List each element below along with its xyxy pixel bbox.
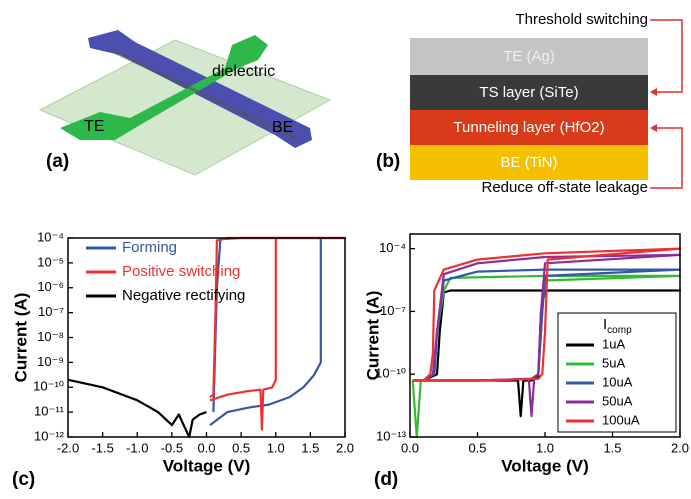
x-tick-label: -1.5 <box>91 440 113 455</box>
dielectric-label: dielectric <box>212 63 275 80</box>
data-line <box>68 380 207 437</box>
x-tick-label: -0.5 <box>161 440 183 455</box>
layer-label: Tunneling layer (HfO2) <box>453 119 604 136</box>
y-axis-title: Current (A) <box>363 291 382 381</box>
x-tick-label: 0.0 <box>197 440 215 455</box>
y-tick-label: 10⁻¹² <box>34 428 65 443</box>
y-tick-label: 10⁻⁵ <box>37 254 64 269</box>
panel-label: (a) <box>46 151 69 172</box>
y-tick-label: 10⁻⁴ <box>37 229 64 244</box>
x-axis-title: Voltage (V) <box>163 456 251 475</box>
y-tick-label: 10⁻⁸ <box>37 329 64 344</box>
y-tick-label: 10⁻¹³ <box>376 428 407 443</box>
x-tick-label: 1.5 <box>301 440 319 455</box>
y-tick-label: 10⁻⁷ <box>38 304 64 319</box>
layer-label: BE (TiN) <box>501 154 558 171</box>
y-axis-title: Current (A) <box>11 293 30 383</box>
x-tick-label: 1.5 <box>603 440 621 455</box>
layer-label: TE (Ag) <box>503 48 555 65</box>
x-tick-label: 0.5 <box>468 440 486 455</box>
x-tick-label: 0.5 <box>232 440 250 455</box>
bracket <box>650 20 682 92</box>
layer-stack: TE (Ag) TS layer (SiTe) Tunneling layer … <box>376 11 682 196</box>
legend-label: Negative rectifying <box>122 287 245 304</box>
note: Reduce off-state leakage <box>481 179 648 196</box>
x-tick-label: 2.0 <box>336 440 354 455</box>
legend-title-sub: comp <box>607 325 632 336</box>
x-tick-label: 1.0 <box>267 440 285 455</box>
y-tick-label: 10⁻⁷ <box>380 303 406 318</box>
legend-label: Positive switching <box>122 263 240 280</box>
arrow <box>650 88 657 96</box>
x-tick-label: 2.0 <box>671 440 689 455</box>
figure: dielectric TE BE (a) TE (Ag) TS layer (S… <box>0 0 691 494</box>
legend-label: 5uA <box>602 355 625 370</box>
panel-label: (c) <box>12 469 35 490</box>
y-tick-label: 10⁻¹¹ <box>34 404 65 419</box>
legend-label: Forming <box>122 239 177 256</box>
legend-label: 1uA <box>602 336 625 351</box>
bracket <box>650 128 682 188</box>
y-tick-label: 10⁻⁶ <box>37 279 64 294</box>
device-schematic: dielectric TE BE (a) <box>40 30 330 175</box>
be-label: BE <box>272 119 293 136</box>
x-tick-label: -1.0 <box>126 440 148 455</box>
dielectric-slab <box>40 40 330 175</box>
x-tick-label: 1.0 <box>536 440 554 455</box>
arrow <box>650 124 657 132</box>
y-tick-label: 10⁻¹⁰ <box>33 379 64 394</box>
legend-label: 10uA <box>602 374 633 389</box>
te-label: TE <box>84 118 104 135</box>
legend-label: 100uA <box>602 412 640 427</box>
panel-label: (d) <box>374 469 398 490</box>
note: Threshold switching <box>515 11 648 28</box>
x-axis-title: Voltage (V) <box>501 456 589 475</box>
y-tick-label: 10⁻⁹ <box>37 354 64 369</box>
layer-label: TS layer (SiTe) <box>479 84 578 101</box>
y-tick-label: 10⁻⁴ <box>379 240 406 255</box>
legend-label: 50uA <box>602 393 633 408</box>
panel-label: (b) <box>376 151 400 172</box>
